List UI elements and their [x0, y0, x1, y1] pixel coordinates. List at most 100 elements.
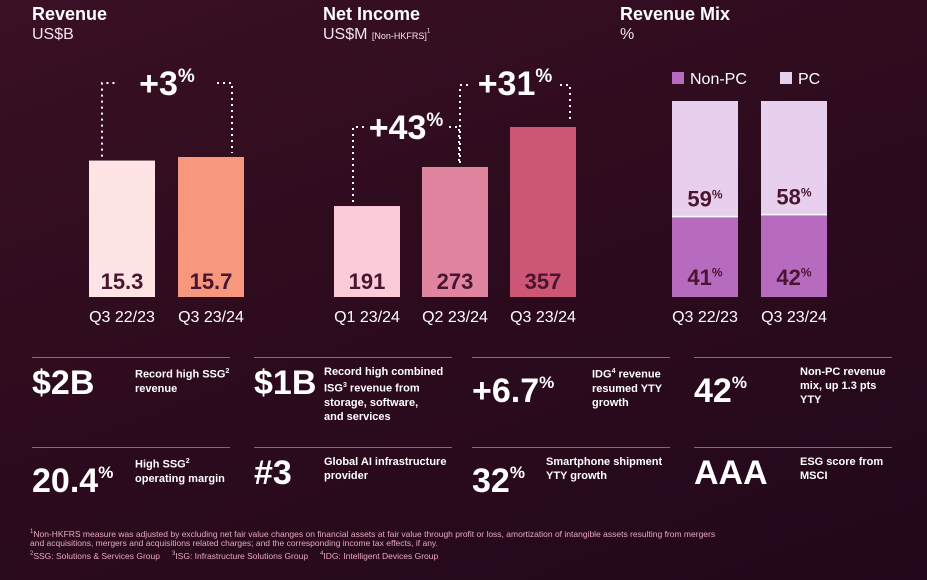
revenue-bar-value-0: 15.3 [101, 269, 144, 294]
stat-description-line: revenue [135, 382, 178, 395]
net-income-bar-value-1: 273 [437, 269, 474, 294]
net-income-bracket-1-left [352, 126, 365, 203]
net-income-tick-label-2: Q3 23/24 [510, 309, 576, 326]
stat-description: Record high SSG2 revenue [135, 365, 229, 396]
stat-value-suffix: % [539, 373, 555, 392]
footnote-1-text: Non-HKFRS measure was adjusted by exclud… [33, 528, 716, 539]
mix-bar-0-seg-1 [672, 101, 738, 217]
footnote-idg: IDG: Intelligent Devices Group [323, 550, 439, 561]
net-income-bar-0 [334, 206, 400, 297]
stat-value-text: $2B [32, 364, 95, 402]
footnote-definitions: 2SSG: Solutions & Services Group 3ISG: In… [30, 549, 900, 562]
mix-value-0-1: 59% [687, 187, 722, 212]
stat-value-text: 20.4 [32, 462, 99, 500]
stat-value-text: #3 [254, 454, 292, 492]
footnote-non-hkfrs: 1Non-HKFRS measure was adjusted by exclu… [30, 527, 900, 540]
stat-divider [32, 447, 230, 448]
stat-description-line: Global AI infrastructure [324, 456, 447, 468]
revenue-bar-value-1: 15.7 [190, 269, 233, 294]
stat-divider [694, 357, 892, 358]
stat-value: $2B [32, 365, 94, 401]
stat-description-line: IDG4 revenue [592, 368, 661, 381]
mix-value-1-1: 58% [776, 185, 811, 210]
stat-description-line: Record high combined [324, 366, 444, 378]
stat-value: 20.4% [32, 455, 113, 499]
mix-legend-label-0: Non-PC [690, 71, 747, 88]
revenue-chart-title: Revenue [32, 4, 108, 24]
net-income-growth-label-1: +43% [369, 109, 444, 147]
stat-description: Smartphone shipment YTY growth [546, 455, 662, 483]
net-income-bracket-2-left [459, 84, 472, 163]
net-income-chart-title: Net Income [323, 4, 421, 24]
net-income-tick-label-1: Q2 23/24 [422, 309, 488, 326]
stat-description-line: ESG score from [800, 456, 884, 468]
stat-divider [32, 357, 230, 358]
net-income-bar-value-2: 357 [525, 269, 562, 294]
footnote-ssg: SSG: Solutions & Services Group [33, 550, 160, 561]
mix-tick-label-1: Q3 23/24 [761, 309, 827, 326]
revenue-growth-label: +3% [139, 65, 195, 103]
footnote-4-marker: 4 [320, 551, 324, 557]
stat-description: IDG4 revenue resumed YTY growth [592, 365, 662, 410]
mix-legend-swatch-0 [672, 72, 684, 84]
stat-value: #3 [254, 455, 292, 491]
stat-divider [694, 447, 892, 448]
mix-tick-label-0: Q3 22/23 [672, 309, 738, 326]
mix-value-1-0: 42% [776, 265, 811, 290]
net-income-tick-label-0: Q1 23/24 [334, 309, 400, 326]
stat-description-line: operating margin [135, 472, 225, 485]
mix-bar-1-seg-1 [761, 101, 827, 215]
stat-description-line: MSCI [800, 470, 828, 482]
stat-divider [472, 357, 670, 358]
stat-description: Global AI infrastructure provider [324, 455, 446, 483]
mix-value-0-0: 41% [687, 265, 722, 290]
stat-value: +6.7% [472, 365, 554, 409]
revenue-mix-chart-unit: % [620, 26, 635, 43]
stat-value-text: 42 [694, 372, 732, 410]
mix-bar-0-seg-0 [672, 216, 738, 297]
net-income-growth-label-2: +31% [478, 65, 553, 103]
net-income-unit-note: [Non-HKFRS] [371, 31, 427, 41]
net-income-bracket-2-right [560, 84, 571, 119]
net-income-unit-note-sup: 1 [426, 28, 431, 35]
revenue-bracket-left [101, 82, 117, 157]
revenue-bracket-right [217, 82, 233, 153]
stat-value-suffix: % [98, 463, 114, 482]
stat-description-line: and services [324, 410, 391, 423]
mix-legend-label-1: PC [798, 71, 820, 88]
stat-description-line: Record high SSG2 [135, 368, 230, 381]
stat-divider [254, 357, 452, 358]
revenue-tick-label-0: Q3 22/23 [89, 309, 155, 326]
net-income-chart: 191 Q1 23/24 273 Q2 23/24 357 Q3 23/24 +43% +31… [334, 65, 576, 326]
stat-value-text: 32 [472, 462, 510, 500]
net-income-chart-unit: US$M [Non-HKFRS]1 [323, 26, 430, 44]
net-income-bar-2 [510, 127, 576, 297]
stat-value: AAA [694, 455, 768, 491]
stat-description-line: YTY [800, 394, 822, 406]
stat-description-line: storage, software, [324, 396, 419, 409]
footnote-1-marker: 1 [30, 529, 34, 535]
mix-legend-swatch-1 [780, 72, 792, 84]
stat-description: Record high combined ISG3 revenue from sto… [324, 365, 443, 424]
revenue-tick-label-1: Q3 23/24 [178, 309, 244, 326]
footnote-isg: ISG: Infrastructure Solutions Group [175, 550, 309, 561]
stat-value: 32% [472, 455, 525, 499]
stat-value: 42% [694, 365, 747, 409]
revenue-bar-1 [178, 157, 244, 297]
footnote-non-hkfrs-cont: and acquisitions, mergers and acquisitio… [30, 538, 438, 548]
stat-value-text: $1B [254, 364, 317, 402]
stat-value-suffix: % [731, 373, 747, 392]
stat-description-line: provider [324, 470, 369, 482]
stat-value: $1B [254, 365, 316, 401]
stat-description-line: mix, up 1.3 pts [800, 380, 877, 392]
stat-description-line: resumed YTY [592, 382, 663, 395]
stat-description: High SSG2 operating margin [135, 455, 225, 486]
stat-description-line: ISG3 revenue from [324, 382, 420, 395]
mix-bar-1-seg-0 [761, 214, 827, 297]
net-income-bar-value-0: 191 [349, 269, 386, 294]
footnote-3-marker: 3 [171, 551, 176, 557]
revenue-chart: 15.3 Q3 22/23 15.7 Q3 23/24 +3% [89, 65, 244, 326]
net-income-bracket-1-right [449, 126, 460, 163]
footnote-2-marker: 2 [30, 551, 34, 557]
revenue-bar-0 [89, 160, 155, 297]
